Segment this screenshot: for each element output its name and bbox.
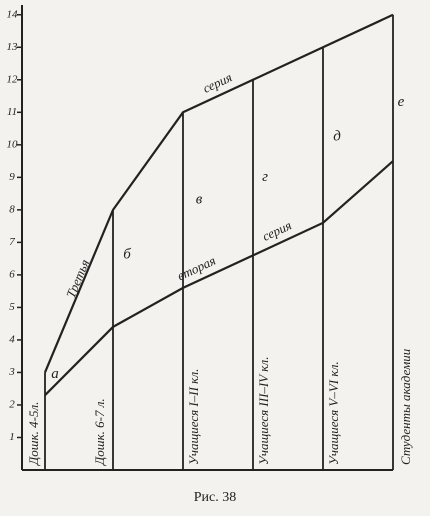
point-label: г: [262, 169, 268, 185]
x-tick-label: Учащиеся V–VI кл.: [326, 361, 341, 465]
y-tick-label: 6: [9, 268, 15, 280]
y-tick-label: 8: [9, 203, 15, 215]
series-line: [43, 13, 394, 373]
x-tick-label: Дошк. 6-7 л.: [92, 398, 107, 467]
y-tick-label: 1: [9, 431, 15, 443]
x-tick-label: Учащиеся I–II кл.: [186, 369, 201, 465]
point-label: б: [123, 246, 131, 262]
x-tick-label: Студенты академии: [398, 348, 413, 465]
y-tick-label: 2: [9, 398, 15, 410]
y-tick-label: 12: [7, 73, 19, 85]
y-tick-label: 3: [8, 366, 15, 378]
y-tick-label: 7: [9, 236, 15, 248]
y-tick-label: 4: [9, 333, 15, 345]
point-label: д: [333, 129, 341, 145]
point-label: е: [398, 94, 405, 110]
y-tick-label: 11: [7, 106, 17, 118]
point-label: а: [51, 366, 59, 382]
caption: Рис. 38: [194, 490, 237, 505]
y-tick-label: 13: [7, 41, 19, 53]
y-tick-label: 14: [7, 8, 19, 20]
series-line: [44, 160, 394, 396]
y-tick-label: 10: [7, 138, 19, 150]
y-tick-label: 9: [9, 171, 15, 183]
x-tick-label: Учащиеся III–IV кл.: [256, 357, 271, 465]
point-label: в: [196, 192, 203, 208]
x-tick-label: Дошк. 4-5л.: [26, 402, 41, 467]
y-tick-label: 5: [9, 301, 15, 313]
